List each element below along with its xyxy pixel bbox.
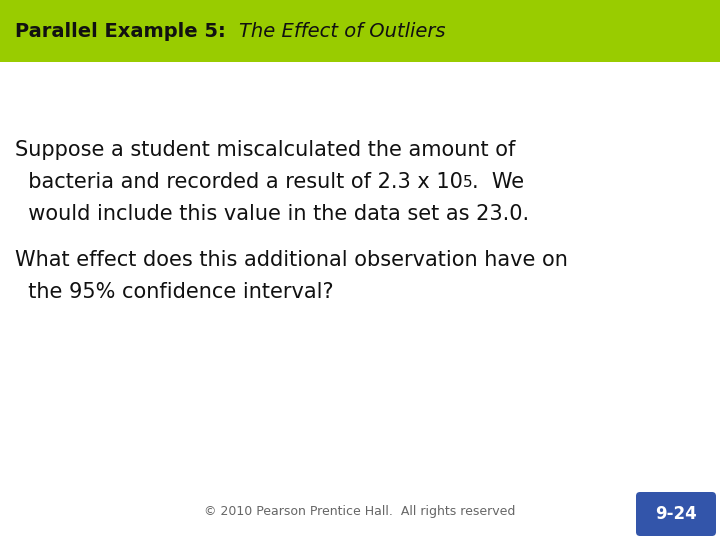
Text: © 2010 Pearson Prentice Hall.  All rights reserved: © 2010 Pearson Prentice Hall. All rights… bbox=[204, 505, 516, 518]
Text: Suppose a student miscalculated the amount of: Suppose a student miscalculated the amou… bbox=[15, 140, 516, 160]
Text: bacteria and recorded a result of 2.3 x 10: bacteria and recorded a result of 2.3 x … bbox=[15, 172, 463, 192]
Text: What effect does this additional observation have on: What effect does this additional observa… bbox=[15, 251, 568, 271]
FancyBboxPatch shape bbox=[636, 492, 716, 536]
Text: 5: 5 bbox=[463, 175, 472, 190]
Text: would include this value in the data set as 23.0.: would include this value in the data set… bbox=[15, 204, 529, 224]
Text: The Effect of Outliers: The Effect of Outliers bbox=[239, 22, 446, 40]
Text: the 95% confidence interval?: the 95% confidence interval? bbox=[15, 282, 333, 302]
Text: 9-24: 9-24 bbox=[655, 505, 697, 523]
Text: Parallel Example 5:: Parallel Example 5: bbox=[15, 22, 239, 40]
Text: .  We: . We bbox=[472, 172, 525, 192]
Bar bbox=[0, 0, 720, 62]
